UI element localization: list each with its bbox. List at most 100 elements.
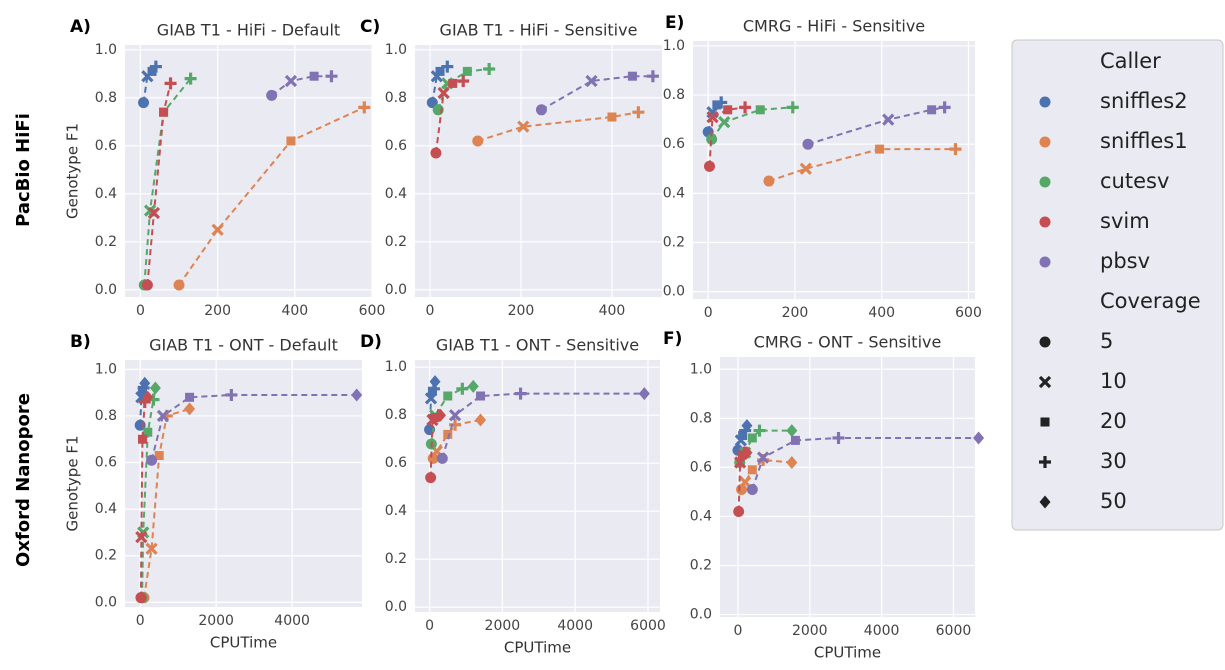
series-line [807, 106, 945, 146]
marker [145, 542, 158, 555]
panel-label: F) [663, 329, 682, 349]
y-tick-label: 0.8 [385, 90, 407, 106]
series-line [768, 148, 956, 183]
marker [741, 446, 753, 460]
marker [1039, 176, 1051, 188]
series-line [434, 80, 464, 154]
y-tick-label: 0.4 [95, 501, 117, 517]
marker [746, 483, 758, 495]
marker [358, 101, 371, 114]
legend-label: sniffles2 [1100, 89, 1188, 113]
marker [147, 206, 161, 220]
y-tick-label: 0.0 [95, 594, 117, 610]
x-tick-label: 2000 [198, 613, 234, 629]
marker [462, 66, 472, 76]
marker [147, 66, 157, 76]
marker [1039, 96, 1051, 108]
series-line [437, 68, 490, 111]
x-tick-label: 400 [868, 305, 895, 321]
marker [138, 97, 150, 109]
marker [1039, 456, 1051, 468]
legend-box [1011, 39, 1224, 531]
marker [747, 465, 757, 475]
series-line [271, 75, 332, 97]
y-tick-label: 0.8 [95, 408, 117, 424]
plot-background [693, 41, 975, 299]
series-line [178, 106, 365, 286]
y-tick-label: 0.2 [385, 551, 407, 567]
marker [429, 375, 441, 389]
marker [739, 101, 752, 114]
marker [927, 105, 937, 115]
y-tick-label: 1.0 [95, 361, 117, 377]
marker [173, 279, 185, 291]
marker [1039, 336, 1051, 348]
y-tick-label: 0.6 [663, 136, 685, 152]
legend-label: pbsv [1100, 249, 1150, 273]
marker [351, 388, 363, 402]
plot-background [415, 360, 660, 612]
series-line [710, 106, 793, 140]
y-tick-label: 0.2 [95, 548, 117, 564]
marker [733, 506, 745, 518]
y-tick-label: 0.4 [385, 503, 407, 519]
series-line [431, 65, 448, 103]
marker [882, 113, 895, 126]
x-tick-label: 6000 [630, 618, 666, 634]
marker [435, 66, 445, 76]
y-tick-label: 0.8 [385, 407, 407, 423]
marker [741, 419, 753, 433]
marker [184, 402, 196, 416]
legend-label: svim [1100, 209, 1150, 233]
legend-label: 5 [1100, 329, 1113, 353]
marker [225, 388, 238, 401]
marker [443, 429, 453, 439]
marker [448, 78, 458, 88]
marker [430, 147, 442, 159]
marker [638, 387, 650, 401]
legend-label: 50 [1100, 489, 1127, 513]
panel-label: D) [360, 332, 382, 352]
marker [706, 133, 718, 145]
marker [437, 86, 450, 100]
marker [154, 451, 164, 461]
marker [753, 424, 766, 437]
y-tick-label: 1.0 [663, 38, 685, 54]
marker [141, 279, 153, 291]
marker [607, 112, 617, 122]
marker [718, 115, 731, 129]
marker [517, 120, 530, 133]
marker [1040, 417, 1050, 427]
x-tick-label: 4000 [864, 623, 900, 639]
x-tick-label: 6000 [936, 623, 972, 639]
y-tick-label: 0.0 [663, 284, 685, 300]
chart-title: CMRG - ONT - Sensitive [754, 333, 942, 352]
marker [436, 452, 448, 464]
marker [185, 392, 195, 402]
marker [632, 106, 645, 119]
x-tick-label: 2000 [485, 618, 521, 634]
y-tick-label: 0.8 [663, 87, 685, 103]
marker [763, 175, 775, 187]
x-tick-label: 0 [136, 613, 145, 629]
y-tick-label: 0.0 [385, 599, 407, 615]
y-tick-label: 0.4 [663, 185, 685, 201]
y-tick-label: 1.0 [95, 42, 117, 58]
marker [284, 74, 298, 88]
legend-label: sniffles1 [1100, 129, 1188, 153]
x-tick-label: 400 [599, 303, 626, 319]
x-tick-label: 0 [136, 303, 145, 319]
marker [832, 431, 845, 444]
marker [535, 104, 547, 116]
series-line [708, 106, 746, 167]
y-tick-label: 1.0 [385, 359, 407, 375]
chart-title: GIAB T1 - HiFi - Sensitive [440, 21, 638, 40]
y-tick-label: 0.6 [690, 459, 712, 475]
panel-label: C) [360, 17, 380, 37]
x-tick-label: 600 [955, 305, 982, 321]
y-tick-label: 0.8 [95, 90, 117, 106]
marker [703, 160, 715, 172]
marker [142, 390, 154, 404]
marker [790, 435, 800, 445]
series-line [139, 396, 149, 598]
